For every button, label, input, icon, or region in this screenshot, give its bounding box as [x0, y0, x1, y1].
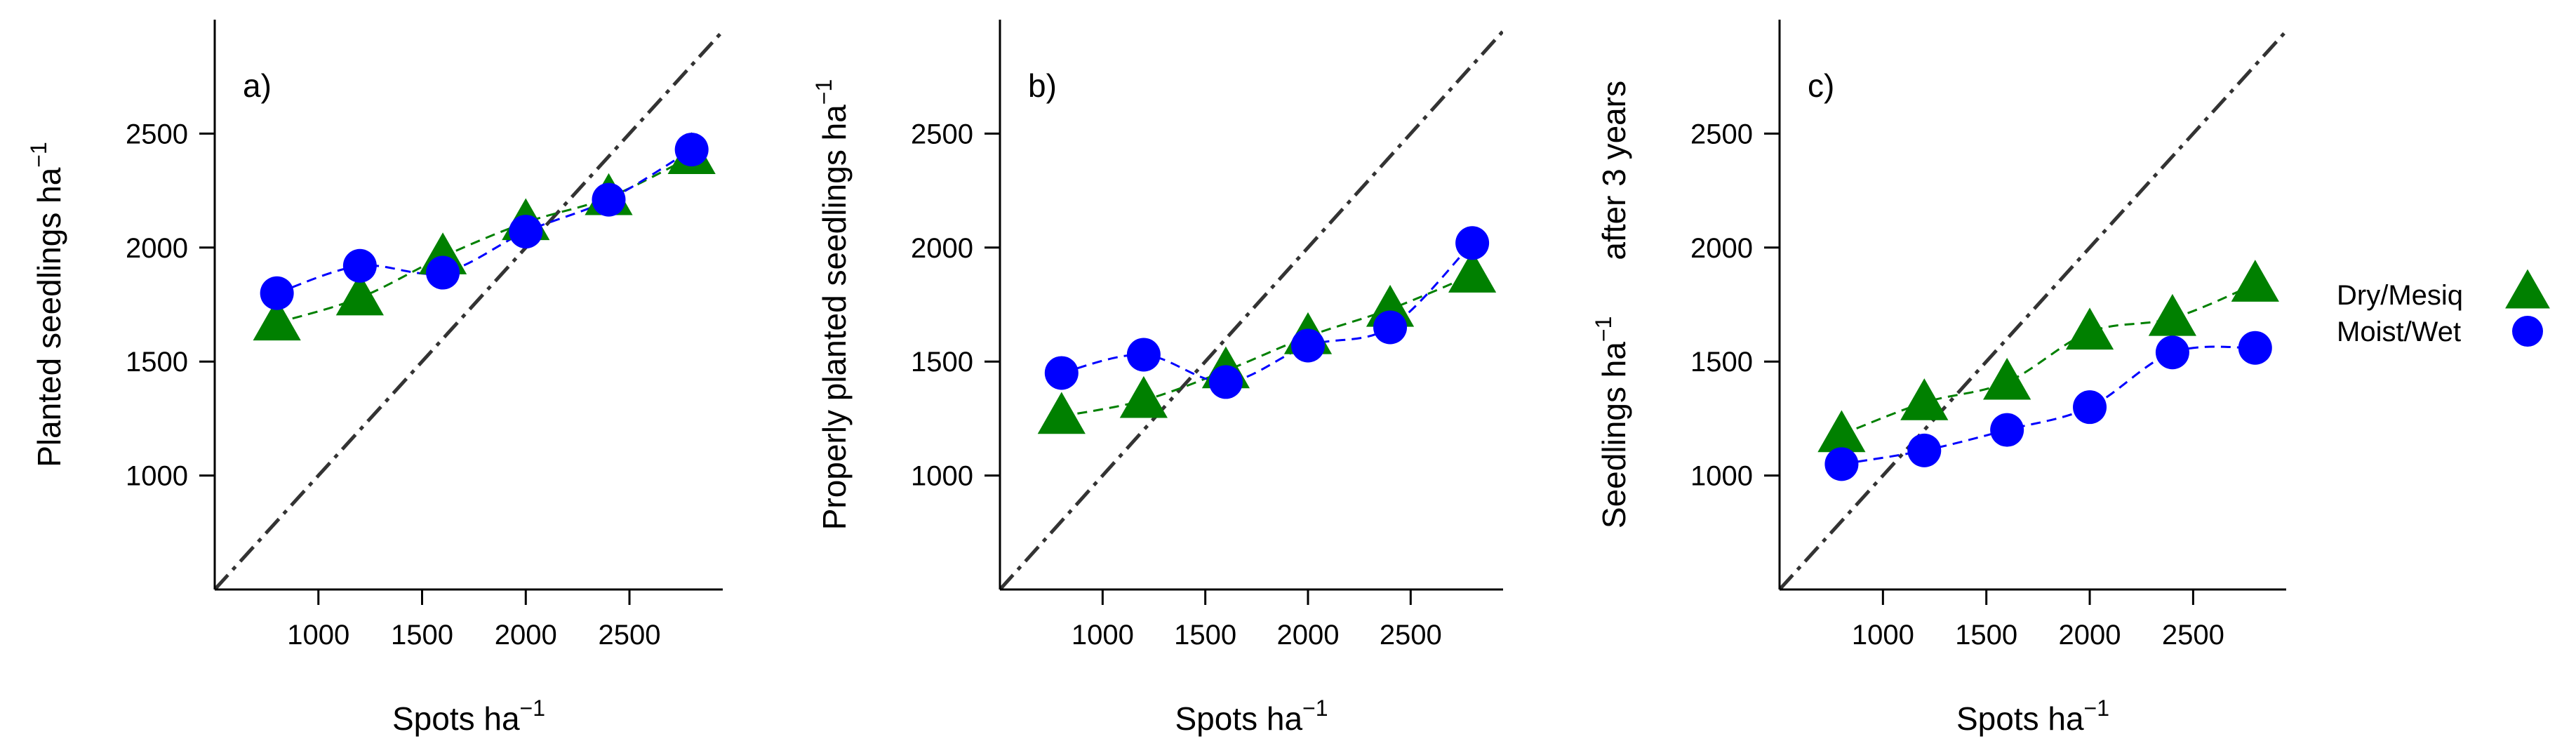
- data-point-circle: [426, 255, 460, 290]
- data-point-triangle: [1900, 378, 1949, 420]
- panel-1: 1000 1500 2000 2500 1000 1500 2000 2500 b) Spots …: [811, 20, 1503, 737]
- data-point-circle: [674, 133, 709, 167]
- legend-circle-marker: [2512, 316, 2543, 347]
- data-point-circle: [1044, 356, 1079, 390]
- panel-label: a): [243, 67, 272, 104]
- data-point-triangle: [253, 298, 301, 341]
- data-point-triangle: [335, 273, 384, 316]
- series-line-circle: [276, 148, 693, 295]
- series-line-circle: [1061, 242, 1474, 383]
- series-line-triangle: [1841, 283, 2256, 436]
- x-tick-label: 1500: [1955, 620, 2017, 651]
- y-tick-label: 2500: [911, 119, 973, 149]
- panels: 1000 1500 2000 2500 1000 1500 2000 2500 a) Spots …: [26, 20, 2286, 737]
- legend-label: Dry/Mesiq: [2337, 280, 2463, 311]
- y-axis-title: Properly planted seedlings ha−1: [811, 79, 853, 531]
- data-point-triangle: [2065, 307, 2114, 350]
- series-line-circle: [1841, 345, 2255, 465]
- data-point-circle: [1290, 328, 1325, 363]
- data-point-circle: [1126, 338, 1161, 372]
- data-point-circle: [260, 276, 294, 310]
- series-line-triangle: [276, 155, 693, 324]
- reference-line-1to1: [1780, 29, 2286, 589]
- data-point-triangle: [1817, 410, 1866, 453]
- data-point-circle: [1907, 433, 1942, 467]
- y-tick-label: 2000: [1690, 233, 1753, 264]
- data-point-triangle: [1037, 392, 1086, 434]
- data-point-circle: [1455, 226, 1490, 260]
- x-axis-title: Spots ha−1: [1956, 695, 2109, 737]
- x-tick-label: 2000: [1276, 620, 1339, 651]
- reference-line-1to1: [215, 29, 723, 589]
- y-tick-label: 2000: [911, 233, 973, 264]
- data-point-triangle: [1448, 251, 1497, 293]
- y-tick-label: 2500: [126, 119, 188, 149]
- x-axis-title: Spots ha−1: [392, 695, 545, 737]
- x-tick-label: 2500: [1380, 620, 1442, 651]
- x-tick-label: 1500: [391, 620, 453, 651]
- legend-label: Moist/Wet: [2337, 316, 2461, 347]
- data-point-circle: [1208, 365, 1243, 399]
- x-tick-label: 2000: [495, 620, 557, 651]
- panel-label: b): [1028, 67, 1057, 104]
- x-tick-label: 1000: [287, 620, 349, 651]
- data-point-circle: [1990, 413, 2024, 447]
- x-tick-label: 1000: [1072, 620, 1134, 651]
- reference-line-1to1: [1000, 29, 1503, 589]
- panel-label: c): [1808, 67, 1834, 104]
- y-axis-title: Seedlings ha−1after 3 years: [1591, 81, 1632, 528]
- y-tick-label: 1500: [126, 347, 188, 378]
- y-tick-label: 1000: [911, 461, 973, 492]
- data-point-circle: [592, 182, 626, 217]
- data-point-circle: [2238, 331, 2272, 365]
- series-line-triangle: [1061, 274, 1473, 418]
- y-tick-label: 2500: [1690, 119, 1753, 149]
- data-point-triangle: [1119, 375, 1168, 418]
- x-tick-label: 2000: [2059, 620, 2121, 651]
- data-point-triangle: [1983, 357, 2031, 400]
- y-tick-label: 1500: [911, 347, 973, 378]
- panel-0: 1000 1500 2000 2500 1000 1500 2000 2500 a) Spots …: [26, 20, 723, 737]
- data-point-circle: [1824, 447, 1859, 481]
- x-tick-label: 1500: [1174, 620, 1236, 651]
- data-point-circle: [1373, 310, 1408, 345]
- data-point-circle: [509, 215, 543, 249]
- legend-triangle-marker: [2505, 269, 2550, 309]
- y-tick-label: 2000: [126, 233, 188, 264]
- x-axis-title: Spots ha−1: [1175, 695, 1328, 737]
- x-tick-label: 1000: [1852, 620, 1914, 651]
- y-axis-title: Planted seedlings ha−1: [26, 142, 67, 467]
- data-point-triangle: [2148, 293, 2197, 336]
- y-tick-label: 1000: [1690, 461, 1753, 492]
- x-tick-label: 2500: [2162, 620, 2224, 651]
- data-point-triangle: [2231, 260, 2279, 302]
- y-tick-label: 1500: [1690, 347, 1753, 378]
- data-point-circle: [2073, 390, 2107, 425]
- legend: Dry/Mesiq Moist/Wet: [2337, 269, 2550, 347]
- data-point-circle: [2155, 335, 2189, 370]
- data-point-circle: [342, 248, 377, 283]
- x-tick-label: 2500: [599, 620, 661, 651]
- y-tick-label: 1000: [126, 461, 188, 492]
- panel-2: 1000 1500 2000 2500 1000 1500 2000 2500 c) Spots …: [1591, 20, 2286, 737]
